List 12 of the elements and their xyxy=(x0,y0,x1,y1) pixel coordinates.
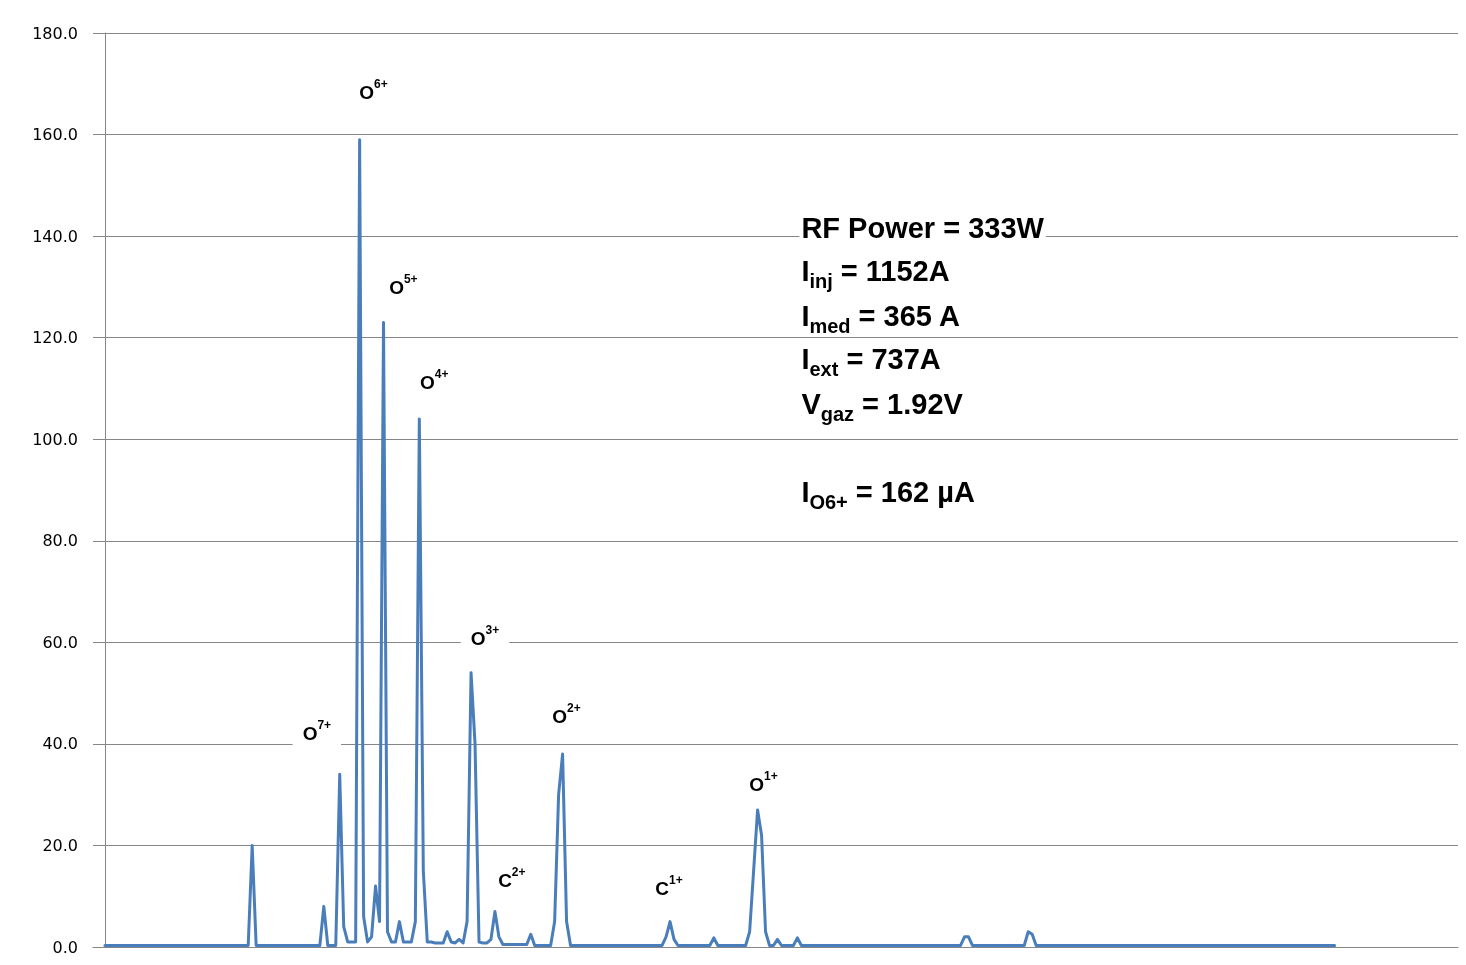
line-series xyxy=(103,138,1337,947)
y-tick-label: 100.0 xyxy=(32,429,78,449)
y-tick-label: 80.0 xyxy=(42,531,78,551)
y-tick-label: 120.0 xyxy=(32,328,78,348)
y-tick-label: 160.0 xyxy=(32,125,78,145)
y-tick-label: 180.0 xyxy=(32,23,78,43)
annotation: RF Power = 333W xyxy=(801,211,1045,244)
y-tick-label: 140.0 xyxy=(32,226,78,246)
y-tick-label: 0.0 xyxy=(52,937,78,957)
y-tick-label: 40.0 xyxy=(42,734,78,754)
y-tick-label: 60.0 xyxy=(42,632,78,652)
y-tick-label: 20.0 xyxy=(42,835,78,855)
